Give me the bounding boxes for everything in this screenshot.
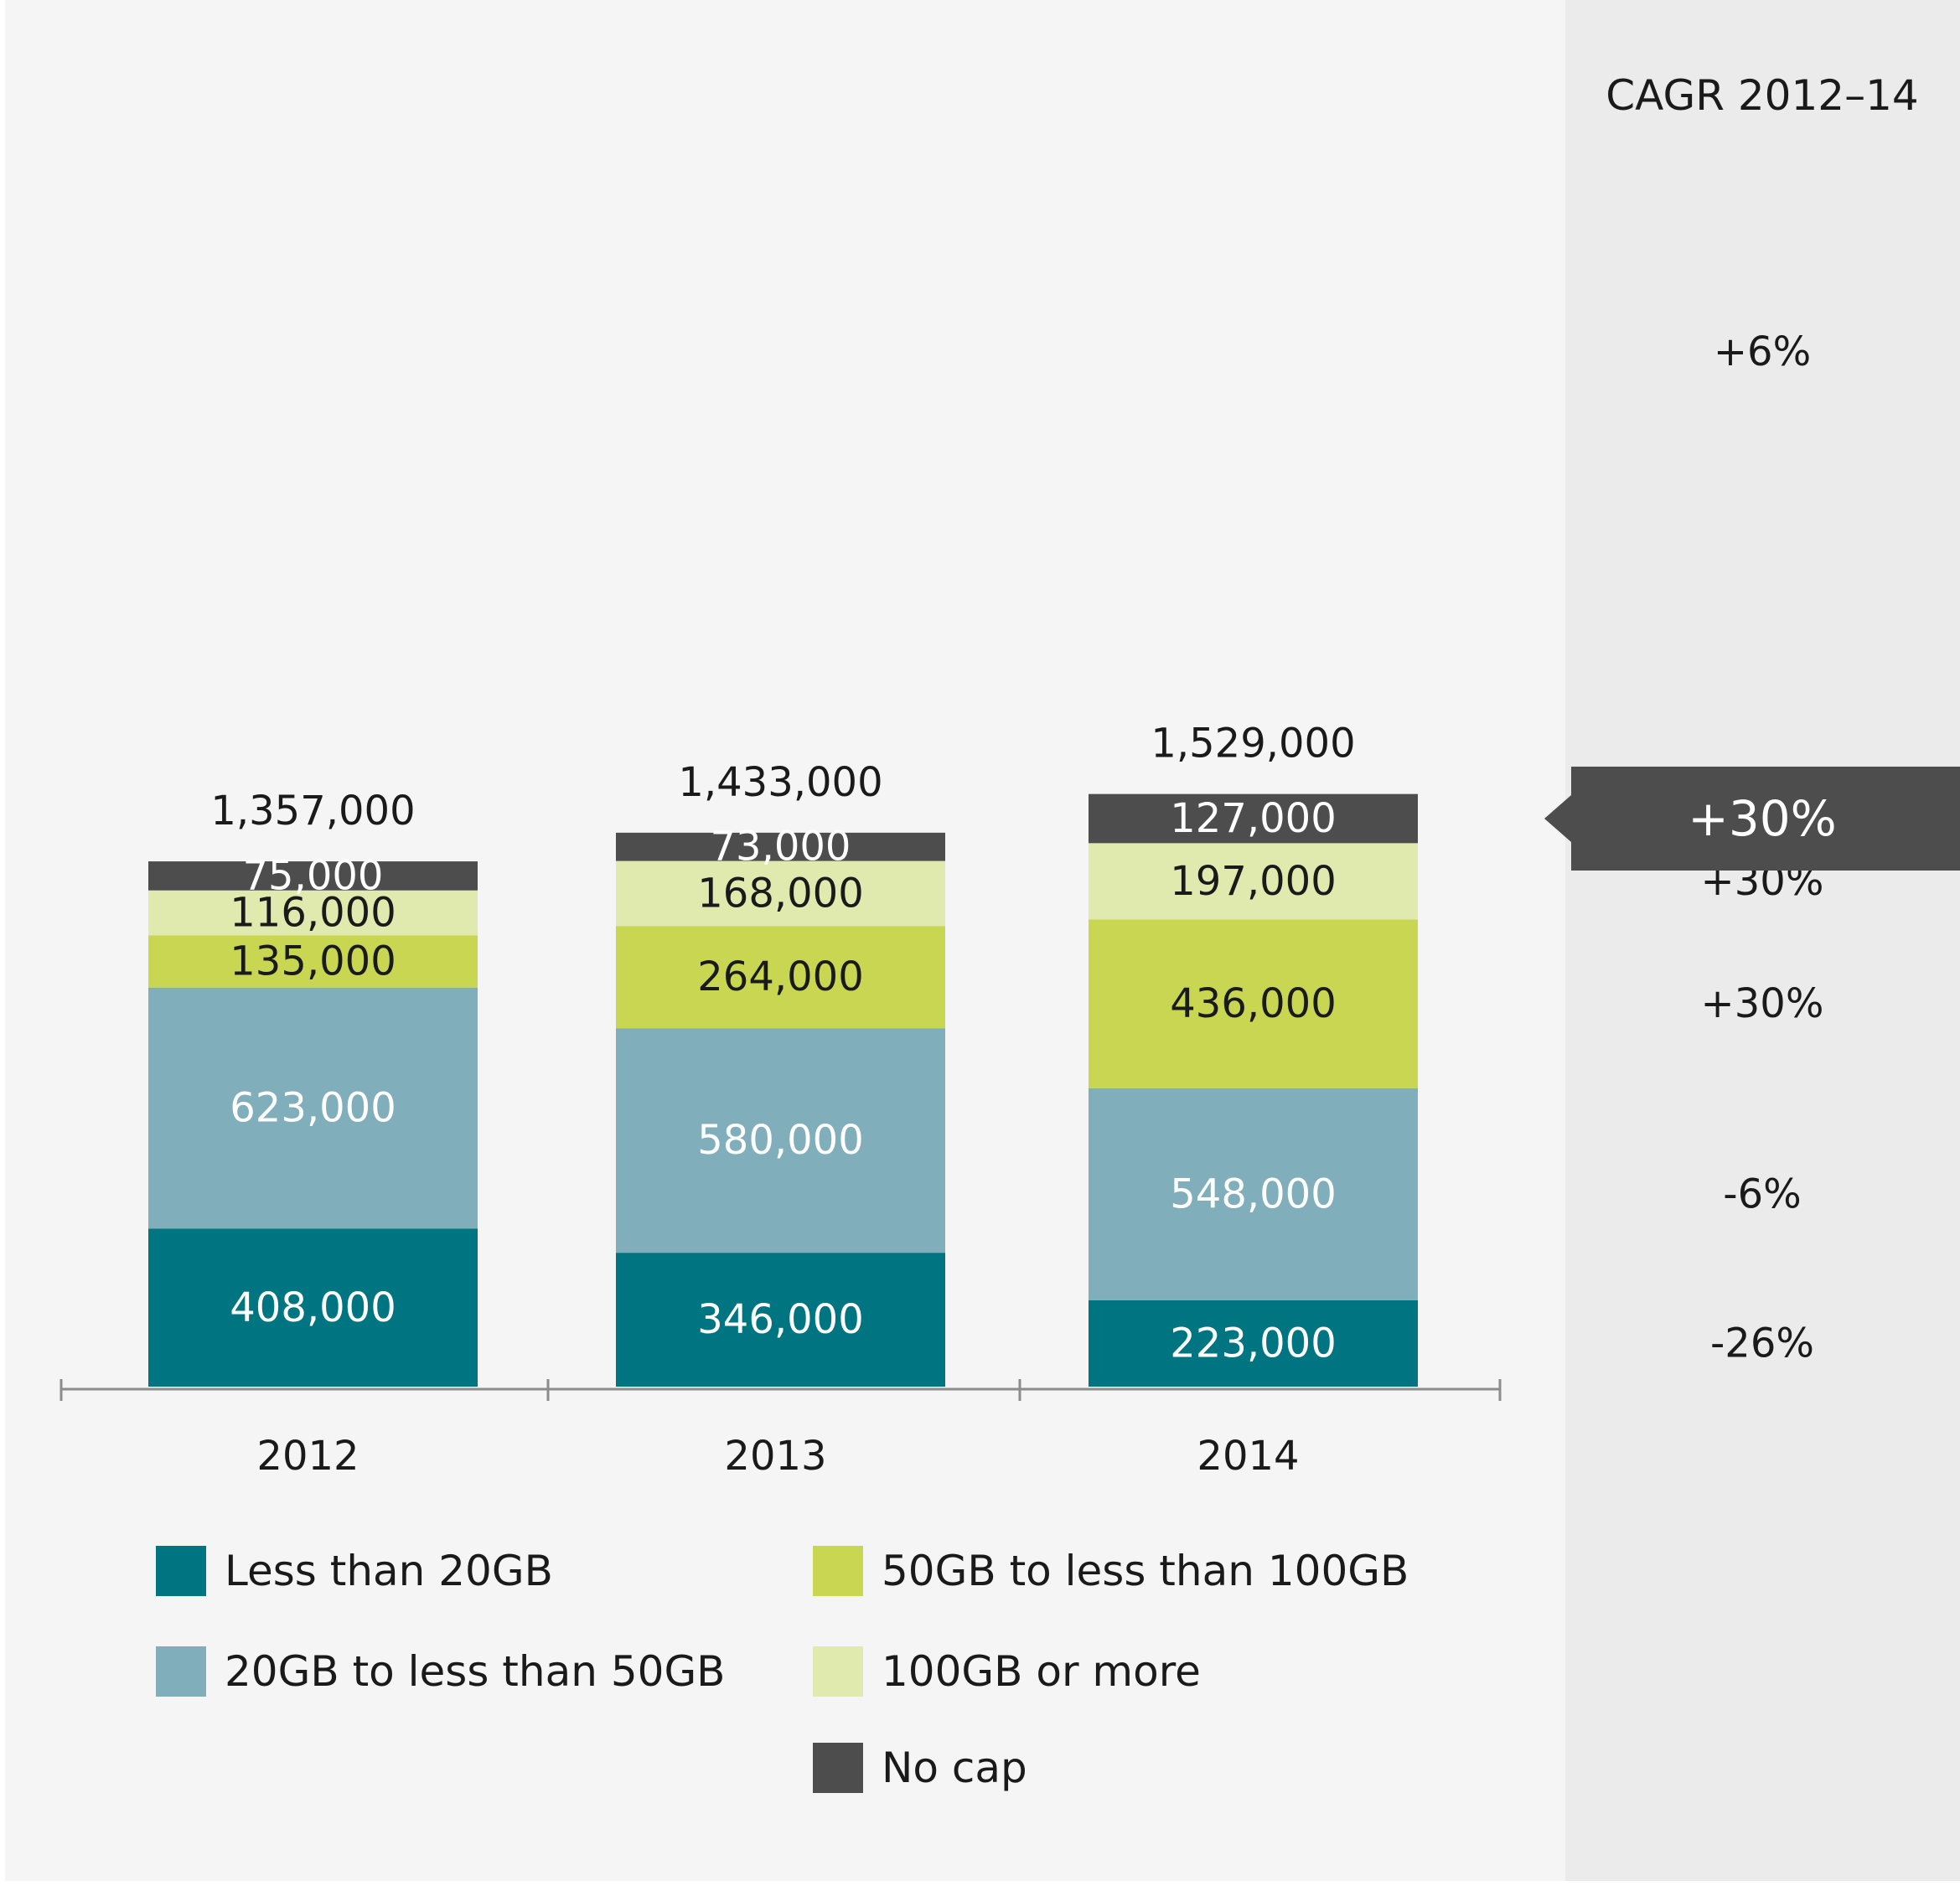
data-label: 75,000 (243, 852, 384, 899)
data-label: 623,000 (230, 1085, 396, 1132)
legend-label: No cap (882, 1744, 1027, 1792)
data-label: 346,000 (697, 1296, 864, 1343)
bar-segment-2014-3 (1089, 843, 1418, 920)
bar-segment-2012-3 (148, 890, 478, 936)
bar-segment-2012-2 (148, 935, 478, 988)
data-label: 223,000 (1170, 1320, 1337, 1367)
data-label: 264,000 (697, 953, 864, 1000)
bar-segment-2013-0 (616, 1253, 945, 1387)
legend-label: 20GB to less than 50GB (225, 1647, 726, 1696)
cagr-value: -6% (1723, 1170, 1801, 1217)
legend-swatch (813, 1646, 863, 1697)
legend-swatch (813, 1743, 863, 1793)
bar-segment-2014-1 (1089, 1088, 1418, 1300)
x-tick-label: 2014 (1197, 1433, 1299, 1480)
cagr-total: +6% (1714, 328, 1811, 375)
bar-segment-2013-2 (616, 926, 945, 1029)
cagr-header: CAGR 2012–14 (1606, 71, 1919, 120)
cagr-highlight-callout (1544, 767, 1960, 871)
cagr-panel (1565, 0, 1960, 1881)
bar-segment-2014-0 (1089, 1300, 1418, 1387)
legend-label: 100GB or more (882, 1647, 1201, 1696)
bar-segment-2012-0 (148, 1228, 478, 1387)
data-label: 135,000 (230, 938, 396, 984)
cagr-value: +30% (1701, 980, 1824, 1027)
total-label: 1,433,000 (678, 759, 882, 806)
legend-swatch (156, 1546, 206, 1596)
data-label: 548,000 (1170, 1170, 1337, 1217)
bar-segment-2013-4 (616, 832, 945, 861)
legend-swatch (813, 1546, 863, 1596)
data-label: 436,000 (1170, 980, 1337, 1027)
legend-label: 50GB to less than 100GB (882, 1547, 1409, 1595)
bar-segment-2012-1 (148, 987, 478, 1229)
data-label: 127,000 (1170, 795, 1337, 842)
cagr-value: +30% (1688, 790, 1837, 847)
x-tick-label: 2012 (256, 1433, 359, 1480)
data-label: 168,000 (697, 870, 864, 917)
bar-segment-2012-4 (148, 861, 478, 891)
legend-label: Less than 20GB (225, 1547, 553, 1595)
data-label: 580,000 (697, 1117, 864, 1164)
cagr-value: -26% (1710, 1320, 1814, 1367)
bar-segment-2014-2 (1089, 919, 1418, 1088)
total-label: 1,529,000 (1151, 721, 1355, 767)
total-label: 1,357,000 (210, 788, 415, 834)
data-label: 73,000 (711, 824, 851, 871)
data-label: 408,000 (230, 1284, 396, 1331)
bar-segment-2013-1 (616, 1028, 945, 1253)
x-tick-label: 2013 (724, 1433, 826, 1480)
legend-swatch (156, 1646, 206, 1697)
bar-segment-2013-3 (616, 860, 945, 927)
data-label: 116,000 (230, 890, 396, 937)
data-label: 197,000 (1170, 858, 1337, 905)
bar-segment-2014-4 (1089, 793, 1418, 844)
